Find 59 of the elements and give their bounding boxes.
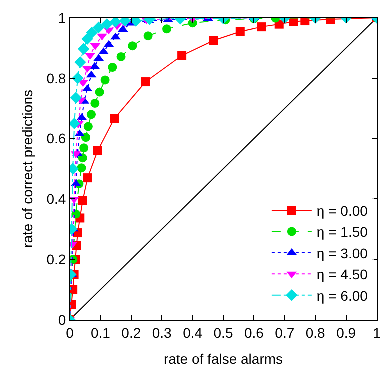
- point: [86, 110, 96, 120]
- x-tick-label: 0.5: [214, 324, 234, 341]
- x-tick-label: 0.8: [306, 324, 326, 341]
- point: [83, 174, 92, 183]
- point: [90, 98, 100, 108]
- point: [144, 32, 153, 41]
- y-axis-title: rate of correct predictions: [19, 90, 36, 248]
- x-tick-label: 0.3: [152, 324, 172, 341]
- x-tick-label: 1: [373, 324, 382, 341]
- y-tick-label: 0.2: [46, 252, 66, 268]
- point: [84, 122, 93, 132]
- point: [116, 52, 126, 62]
- point: [77, 164, 86, 173]
- y-tick-label: 0.4: [46, 191, 66, 208]
- point: [97, 34, 108, 41]
- x-tick-label: 0.9: [336, 324, 356, 341]
- y-tick-label: 0: [58, 312, 66, 328]
- point: [257, 22, 266, 32]
- point: [209, 36, 218, 46]
- point: [178, 51, 187, 60]
- legend-label: η = 0.00: [316, 203, 368, 219]
- point: [236, 27, 245, 36]
- legend-label: η = 4.50: [316, 266, 368, 283]
- point: [81, 133, 90, 142]
- point: [100, 76, 110, 85]
- point: [110, 114, 120, 124]
- x-axis-title: rate of false alarms: [164, 351, 284, 368]
- point: [110, 18, 122, 28]
- point: [162, 24, 172, 34]
- legend-label: η = 3.00: [316, 245, 368, 262]
- point: [78, 196, 88, 206]
- point: [70, 118, 80, 130]
- y-tick-label: 1: [58, 10, 66, 26]
- x-tick-label: 0.2: [122, 324, 142, 341]
- point: [289, 18, 298, 26]
- legend-label: η = 6.00: [316, 288, 368, 304]
- point: [70, 92, 82, 104]
- point: [108, 63, 118, 72]
- legend-label: η = 1.50: [316, 224, 368, 240]
- y-tick-label: 0.6: [46, 130, 66, 147]
- point: [128, 42, 138, 51]
- point: [95, 88, 104, 97]
- point: [110, 32, 121, 40]
- point: [93, 22, 105, 34]
- x-tick-label: 0.4: [183, 324, 203, 341]
- point: [72, 72, 84, 84]
- point: [300, 18, 310, 26]
- point: [78, 43, 90, 55]
- point: [101, 18, 113, 30]
- point: [86, 26, 98, 39]
- x-tick-label: 0.6: [244, 324, 264, 341]
- x-tick-label: 0.1: [90, 324, 111, 341]
- point: [141, 78, 150, 87]
- point: [74, 56, 86, 68]
- point: [93, 146, 102, 156]
- x-tick-label: 0.7: [275, 324, 295, 341]
- point: [80, 144, 89, 153]
- y-tick-label: 0.8: [46, 70, 66, 86]
- point: [78, 154, 88, 163]
